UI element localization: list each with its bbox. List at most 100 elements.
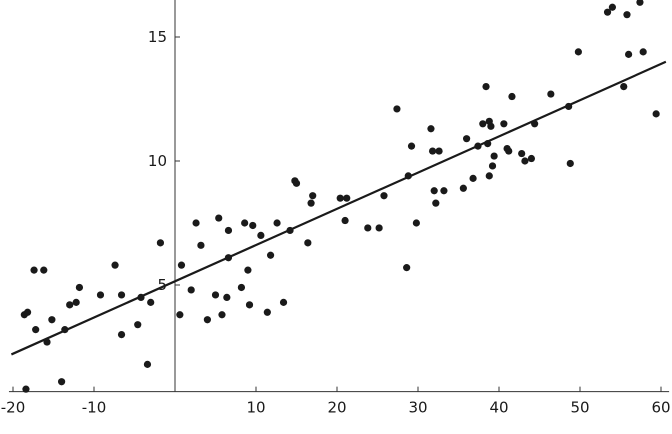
y-ticks: 5 10 15 (148, 28, 180, 294)
data-point (487, 122, 495, 130)
fit-line (10, 60, 667, 356)
x-tick-label: 40 (489, 399, 508, 417)
data-point (639, 48, 647, 56)
data-point (412, 219, 420, 227)
x-tick-label: 50 (570, 399, 589, 417)
data-point (40, 266, 48, 274)
data-point (241, 219, 249, 227)
data-point (343, 194, 351, 202)
data-point (134, 321, 142, 329)
data-point (364, 224, 372, 232)
data-point (292, 179, 301, 187)
data-point (435, 147, 443, 155)
data-point (58, 378, 66, 386)
data-point (177, 261, 186, 269)
data-point (245, 301, 254, 309)
data-point (393, 105, 401, 113)
data-point (459, 184, 467, 192)
data-point (440, 187, 448, 195)
data-point (574, 48, 582, 56)
data-point (279, 298, 288, 306)
data-point (75, 283, 84, 292)
data-point (244, 266, 252, 274)
data-point (147, 298, 155, 306)
data-point (263, 308, 271, 316)
x-tick-label: 60 (651, 399, 670, 417)
data-point (22, 385, 30, 393)
data-point (23, 308, 32, 316)
data-point (304, 239, 312, 247)
data-point (636, 0, 644, 6)
data-point (430, 187, 438, 195)
data-point (215, 214, 223, 222)
data-point (432, 199, 440, 207)
data-point (72, 298, 80, 306)
data-point (485, 172, 493, 180)
data-point (237, 283, 246, 292)
data-point (518, 149, 526, 158)
data-point (625, 50, 633, 58)
data-point (223, 293, 231, 301)
data-point (608, 3, 617, 11)
data-point (309, 192, 317, 200)
data-point (566, 159, 574, 168)
axes (8, 0, 670, 393)
data-point (143, 360, 152, 368)
data-point (307, 199, 315, 207)
data-point (505, 147, 513, 155)
data-point (380, 192, 388, 200)
data-point (48, 316, 56, 324)
data-point (652, 110, 660, 118)
data-point (623, 11, 631, 19)
data-point (111, 261, 119, 269)
y-tick-label: 5 (157, 276, 167, 294)
data-point (521, 157, 529, 165)
data-point (500, 120, 508, 128)
x-ticks: -20 -10 10 20 30 40 50 60 (1, 386, 671, 417)
data-point (257, 231, 265, 239)
data-point (508, 92, 516, 101)
data-point (32, 326, 40, 334)
data-point (211, 291, 220, 299)
x-tick-label: 20 (327, 399, 346, 417)
data-point (273, 219, 281, 227)
data-point (336, 194, 344, 202)
data-point (192, 219, 200, 227)
data-points (20, 0, 660, 393)
data-point (427, 125, 435, 133)
data-point (249, 221, 257, 230)
data-point (96, 291, 105, 299)
data-point (620, 83, 628, 91)
data-point (479, 120, 487, 128)
x-tick-label: -20 (1, 399, 26, 417)
data-point (490, 152, 498, 160)
y-tick-label: 10 (148, 152, 167, 170)
data-point (266, 251, 275, 259)
data-point (428, 147, 437, 155)
data-point (156, 239, 165, 247)
data-point (30, 266, 38, 274)
data-point (547, 90, 555, 98)
data-point (203, 316, 211, 324)
data-point (603, 8, 612, 16)
data-point (341, 216, 349, 225)
data-point (197, 241, 205, 249)
data-point (482, 83, 490, 91)
data-point (407, 142, 416, 150)
data-point (375, 224, 383, 232)
data-point (66, 301, 74, 309)
data-point (117, 291, 126, 299)
data-point (527, 154, 536, 163)
data-point (176, 311, 184, 319)
x-tick-label: 10 (246, 399, 265, 417)
data-point (187, 286, 195, 294)
x-tick-label: -10 (82, 399, 107, 417)
data-point (469, 174, 477, 182)
data-point (117, 331, 126, 339)
data-point (488, 162, 497, 170)
data-point (224, 226, 233, 235)
y-tick-label: 15 (148, 28, 167, 46)
data-point (463, 135, 471, 143)
data-point (403, 264, 411, 272)
